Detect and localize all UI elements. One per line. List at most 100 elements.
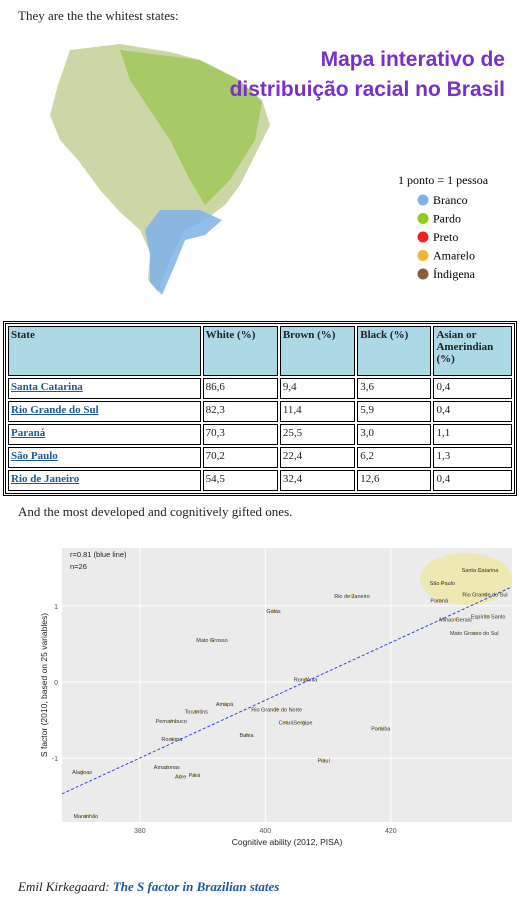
annotation: n=26 <box>70 562 87 571</box>
map: Mapa interativo de distribuição racial n… <box>50 44 505 295</box>
paragraph: And the most developed and cognitively g… <box>18 504 293 519</box>
point-label: Roraima <box>161 737 183 743</box>
cell: 70,3 <box>202 424 278 445</box>
y-axis-label: S factor (2010, based on 25 variables) <box>39 613 49 757</box>
point <box>194 709 199 714</box>
legend-swatch <box>417 231 429 243</box>
point-label: Piauí <box>317 758 330 764</box>
point <box>483 592 487 597</box>
point <box>486 614 490 619</box>
cell: 82,3 <box>202 401 278 422</box>
header-row: State White (%) Brown (%) Black (%) Asian or… <box>8 326 512 376</box>
annotation: r=0.81 (blue line) <box>70 550 127 559</box>
cell: Rio Grande do Sul <box>8 401 201 422</box>
point <box>274 707 279 712</box>
point <box>165 765 169 769</box>
legend-swatch <box>417 268 429 280</box>
y-tick-label: -1 <box>52 756 58 763</box>
table-row: Paraná 70,3 25,5 3,0 1,1 <box>8 424 512 445</box>
map-south <box>145 210 222 295</box>
point-label: Amapá <box>216 702 234 708</box>
point-label: Rio Grande do Norte <box>251 707 302 713</box>
cell: 0,4 <box>433 401 512 422</box>
cell: 0,4 <box>433 378 512 399</box>
cell: 1,1 <box>433 424 512 445</box>
legend-swatch <box>417 250 429 261</box>
point-label: Amazonas <box>154 765 180 771</box>
scatter-chart: -1 0 1 380 400 420 Santa Catarina São Paulo Rio … <box>39 548 513 847</box>
cell: 54,5 <box>202 470 278 491</box>
point-label: Rondônia <box>294 678 318 684</box>
state-link[interactable]: Paraná <box>11 427 46 439</box>
point-label: Mato Grosso <box>196 638 227 644</box>
y-tick-label: 0 <box>54 680 58 687</box>
point <box>169 718 174 723</box>
point <box>222 702 227 706</box>
table-row: Rio Grande do Sul 82,3 11,4 5,9 0,4 <box>8 401 512 422</box>
state-link[interactable]: Santa Catarina <box>11 381 83 393</box>
state-link[interactable]: Rio Grande do Sul <box>11 404 99 416</box>
point <box>244 733 249 738</box>
point <box>303 677 308 682</box>
map-legend-title: 1 ponto = 1 pessoa <box>398 173 489 187</box>
point <box>440 581 445 585</box>
table-wrap: State White (%) Brown (%) Black (%) Asian or… <box>3 321 517 496</box>
cell: 5,9 <box>357 401 432 422</box>
map-legend: Branco Pardo Preto Amarelo Índigena <box>417 193 476 281</box>
point <box>192 773 197 777</box>
point-label: Pará <box>189 773 202 779</box>
cell: 70,2 <box>202 447 278 468</box>
point-label: Alagoas <box>72 770 92 776</box>
legend-label: Pardo <box>433 212 461 226</box>
cell: 12,6 <box>357 470 432 491</box>
point <box>84 814 88 818</box>
point <box>170 737 174 741</box>
map-title: Mapa interativo de <box>321 48 505 71</box>
header-cell: White (%) <box>202 326 278 376</box>
point-label: São Paulo <box>430 581 455 587</box>
header-cell: Black (%) <box>357 326 432 376</box>
highlight <box>420 553 512 605</box>
legend-label: Amarelo <box>433 249 475 263</box>
point-label: Espírito Santo <box>471 615 506 621</box>
cell: 86,6 <box>202 378 278 399</box>
state-link[interactable]: Rio de Janeiro <box>11 473 80 485</box>
trend-line <box>61 586 513 795</box>
table: State White (%) Brown (%) Black (%) Asian or… <box>3 321 517 496</box>
point <box>379 726 383 731</box>
point <box>178 774 183 779</box>
point-label: Paraíba <box>371 726 391 732</box>
x-tick-label: 420 <box>385 828 397 835</box>
cell: 32,4 <box>279 470 356 491</box>
point-label: Minas Gerais <box>439 618 472 624</box>
header-cell: Brown (%) <box>279 326 356 376</box>
point <box>301 720 305 725</box>
point-label: Acre <box>175 774 186 780</box>
x-tick-label: 400 <box>260 828 272 835</box>
point-label: Rio Grande do Sul <box>462 592 507 598</box>
point <box>472 631 477 636</box>
cell: 25,5 <box>279 424 356 445</box>
caption-author: Emil Kirkegaard: <box>18 879 110 894</box>
table-row: Rio de Janeiro 54,5 32,4 12,6 0,4 <box>8 470 512 491</box>
map-title: distribuição racial no Brasil <box>230 78 505 101</box>
cell: 0,4 <box>433 470 512 491</box>
cell: 3,6 <box>357 378 432 399</box>
point-label: Sergipe <box>294 720 313 726</box>
legend-label: Branco <box>433 193 468 207</box>
cell: Rio de Janeiro <box>8 470 201 491</box>
legend-label: Preto <box>433 230 458 244</box>
point <box>453 617 458 622</box>
point <box>80 769 84 774</box>
state-link[interactable]: São Paulo <box>11 450 58 462</box>
intro-text: They are the the whitest states: <box>18 8 179 23</box>
legend-swatch <box>417 213 429 224</box>
caption-link[interactable]: The S factor in Brazilian states <box>112 879 280 894</box>
cell: 11,4 <box>279 401 356 422</box>
point <box>350 594 354 598</box>
point <box>321 758 326 763</box>
point <box>437 598 441 603</box>
point-label: Bahia <box>239 733 254 739</box>
table-row: Santa Catarina 86,6 9,4 3,6 0,4 <box>8 378 512 399</box>
